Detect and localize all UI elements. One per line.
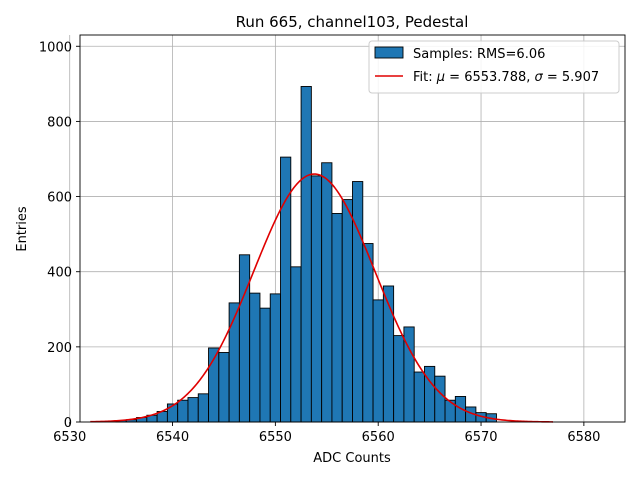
histogram-bar [424,365,436,423]
histogram-bar [382,285,395,423]
histogram-bar [259,307,271,423]
histogram-bar [310,175,323,423]
fit-curve [90,173,554,423]
legend-samples-label: Samples: RMS=6.06 [413,47,545,62]
y-tick-label: 400 [47,266,72,281]
plot-frame [79,34,626,423]
legend-fit-prefix: Fit: [413,70,437,85]
legend-frame [368,40,620,94]
chart-title: Run 665, channel103, Pedestal [236,13,469,31]
x-tick-label: 6560 [362,430,395,445]
legend-fit-sigma-value: = 5.907 [543,70,599,85]
histogram-bar [393,335,405,423]
histogram-bar [166,403,179,423]
histogram-bar [249,292,261,423]
legend-fit-sigma-symbol: σ [535,70,544,85]
y-tick-label: 600 [47,191,72,206]
x-tick-label: 6530 [53,430,86,445]
legend-fit-mu-symbol: μ [436,70,445,85]
histogram-bar [454,396,467,423]
legend-fit-mu-value: = 6553.788, [445,70,534,85]
histogram-bars [115,86,497,423]
histogram-bar [187,397,199,423]
y-tick-label: 0 [64,416,72,431]
x-tick-label: 6550 [259,430,292,445]
histogram-bar [290,266,302,423]
x-axis-label: ADC Counts [313,451,391,466]
histogram-bar [372,299,384,423]
x-tick-label: 6540 [156,430,189,445]
histogram-bar [197,393,209,423]
histogram-bar [413,371,425,423]
y-tick-label: 800 [47,115,72,130]
histogram-bar [352,181,364,423]
y-axis-ticks: 0 200 400 600 800 1000 [39,40,80,431]
legend: Samples: RMS=6.06 Fit: μ = 6553.788, σ =… [368,40,620,94]
y-tick-label: 200 [47,341,72,356]
histogram-bar [238,254,251,423]
histogram-bar [321,162,333,423]
histogram-bar [228,302,240,423]
x-tick-label: 6570 [464,430,497,445]
y-tick-label: 1000 [39,40,72,55]
y-axis-label: Entries [15,206,30,252]
x-tick-label: 6580 [567,430,600,445]
histogram-bar [269,293,281,423]
histogram-bar [331,213,343,423]
histogram-bar [362,243,374,423]
histogram-bar [341,199,353,423]
histogram-bar [177,399,189,423]
legend-samples-swatch [374,46,404,59]
histogram-bar [280,156,292,423]
histogram-bar [300,86,312,423]
histogram-bar [218,352,230,423]
x-axis-ticks: 6530 6540 6550 6560 6570 6580 [53,422,600,445]
legend-fit-label: Fit: μ = 6553.788, σ = 5.907 [413,70,599,85]
histogram-bar [434,375,446,423]
